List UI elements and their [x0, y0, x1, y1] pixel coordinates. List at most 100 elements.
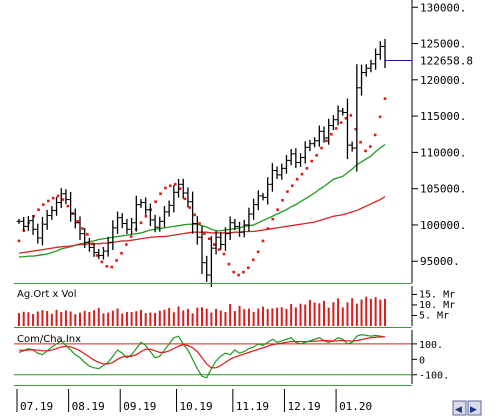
volume-bar: [332, 302, 335, 326]
volume-bar: [346, 302, 349, 326]
sar-dot: [37, 208, 40, 212]
sar-dot: [129, 235, 133, 238]
sar-dot: [17, 239, 21, 243]
volume-bar: [318, 303, 321, 326]
osc-tick-label: 100.: [419, 340, 443, 351]
price-tick-label: 110000.: [420, 146, 466, 159]
volume-bar: [271, 308, 274, 326]
volume-bar: [69, 311, 72, 326]
volume-bar: [22, 311, 25, 326]
volume-bar: [285, 308, 288, 326]
volume-bar: [172, 312, 175, 326]
osc-line-1: [18, 336, 386, 369]
sar-dot: [354, 127, 358, 131]
volume-bar: [74, 314, 77, 326]
volume-bar: [182, 310, 185, 326]
volume-bar: [130, 312, 133, 326]
sar-dot: [232, 270, 236, 274]
sar-dot: [188, 206, 192, 209]
volume-bar: [140, 310, 142, 326]
sar-dot: [208, 237, 211, 241]
volume-bar: [355, 303, 358, 326]
sar-dot: [66, 204, 70, 208]
volume-bar: [55, 309, 58, 326]
moving-average-line-0: [19, 143, 386, 258]
sar-dot: [193, 213, 196, 217]
volume-bar: [79, 312, 81, 326]
volume-bar: [304, 304, 307, 326]
volume-bar: [88, 311, 91, 326]
sar-dot: [295, 177, 299, 181]
sar-dot: [76, 220, 79, 223]
sar-dot: [168, 184, 172, 188]
sar-dot: [100, 260, 104, 264]
price-tick-label: 120000.: [420, 74, 466, 87]
sar-dot: [203, 232, 206, 235]
sar-dot: [290, 184, 294, 188]
sar-dot: [334, 127, 338, 130]
volume-bar: [290, 303, 293, 326]
volume-bar: [280, 307, 283, 326]
volume-bar: [83, 310, 86, 326]
x-tick-label: 08.19: [72, 400, 105, 413]
sar-dot: [266, 227, 270, 230]
sar-dot: [261, 239, 265, 243]
sar-dot: [344, 116, 348, 120]
volume-bar: [196, 307, 199, 326]
volume-bar: [201, 307, 203, 326]
volume-bar: [308, 299, 311, 326]
sar-dot: [139, 221, 143, 225]
volume-bar: [247, 308, 250, 326]
volume-bar: [341, 307, 344, 326]
sar-dot: [251, 258, 255, 262]
volume-bar: [276, 307, 279, 326]
sar-dot: [339, 121, 343, 124]
x-tick-label: 09.19: [123, 400, 156, 413]
volume-bar: [323, 300, 325, 326]
sar-dot: [61, 198, 65, 201]
sar-dot: [90, 242, 94, 246]
scroll-left-button[interactable]: [452, 400, 467, 416]
volume-bar: [327, 307, 330, 326]
volume-bar: [233, 311, 236, 326]
ui-controls: ◀ ▶: [452, 400, 482, 416]
sar-dot: [320, 146, 323, 150]
volume-bar: [125, 311, 128, 326]
sar-dot: [46, 199, 50, 203]
volume-bar: [154, 312, 157, 326]
sar-dot: [227, 262, 231, 266]
volume-bar: [149, 312, 152, 326]
sar-dot: [115, 259, 118, 262]
volume-bar: [257, 308, 260, 326]
sar-dot: [110, 265, 114, 269]
osc-tick-label: -100.: [419, 371, 449, 382]
sar-dot: [378, 115, 382, 119]
sar-dot: [217, 248, 221, 251]
price-tick-label: 95000.: [420, 255, 460, 268]
volume-bar: [384, 298, 386, 326]
sar-dot: [271, 217, 275, 221]
price-tick-label: 115000.: [420, 110, 466, 123]
volume-bar: [215, 308, 218, 326]
sar-dot: [242, 270, 245, 274]
sar-dot: [81, 227, 84, 230]
volume-bar: [238, 305, 241, 326]
sar-dot: [237, 273, 240, 277]
sar-dot: [120, 251, 123, 255]
volume-bar: [163, 309, 166, 326]
volume-bar: [177, 306, 180, 326]
sar-dot: [42, 203, 45, 206]
volume-bar: [41, 310, 44, 326]
sar-dot: [173, 183, 177, 186]
sar-dot: [364, 149, 367, 153]
sar-dot: [212, 243, 216, 246]
x-tick-label: 12.19: [287, 400, 320, 413]
volume-bar: [135, 311, 138, 326]
sar-dot: [95, 254, 99, 257]
volume-bar: [144, 313, 147, 326]
scroll-right-button[interactable]: [467, 400, 482, 416]
volume-bar: [168, 307, 171, 326]
volume-bar: [107, 312, 110, 326]
price-tick-label: 130000.: [420, 1, 466, 14]
